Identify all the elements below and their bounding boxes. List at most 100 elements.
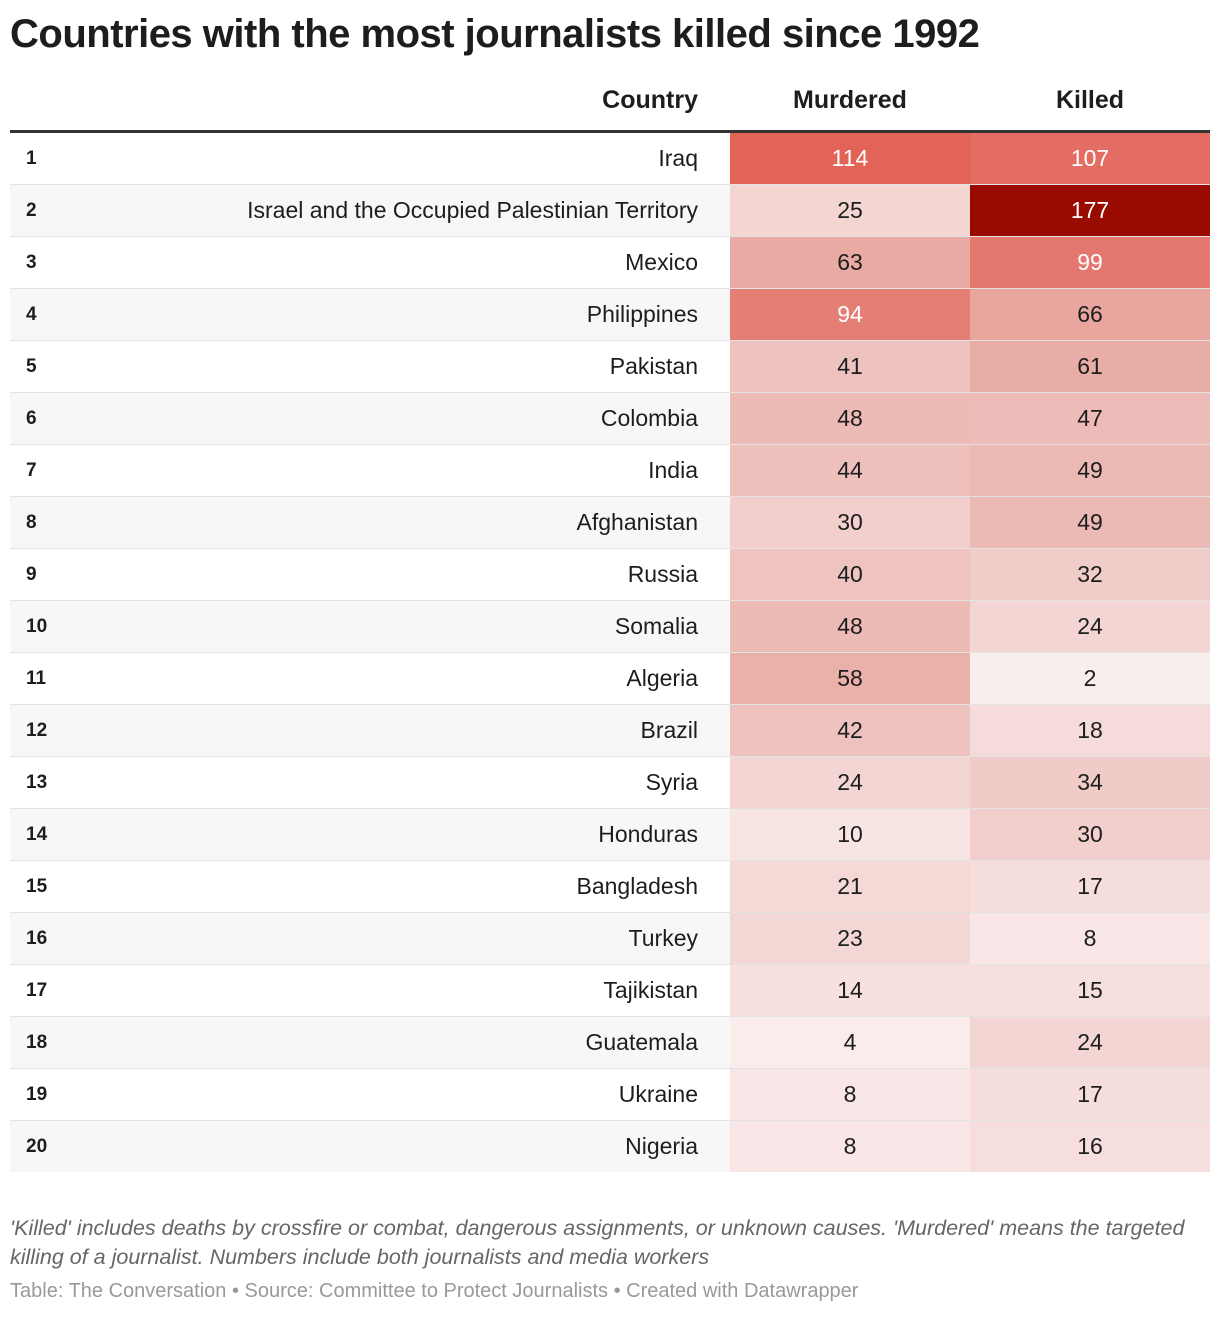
- murdered-cell: 23: [730, 912, 970, 965]
- killed-cell: 107: [970, 131, 1210, 185]
- murdered-cell: 40: [730, 548, 970, 601]
- killed-cell: 66: [970, 288, 1210, 341]
- murdered-cell: 4: [730, 1016, 970, 1069]
- murdered-cell: 8: [730, 1068, 970, 1121]
- row-country: Guatemala: [130, 1016, 730, 1069]
- row-country: Ukraine: [130, 1068, 730, 1121]
- table-row: 18 Guatemala 4 24: [10, 1016, 1210, 1069]
- murdered-cell: 94: [730, 288, 970, 341]
- row-country: Algeria: [130, 652, 730, 705]
- row-rank: 13: [10, 756, 130, 809]
- row-rank: 3: [10, 236, 130, 289]
- murdered-cell: 10: [730, 808, 970, 861]
- row-rank: 12: [10, 704, 130, 757]
- header-country[interactable]: Country: [130, 70, 730, 133]
- row-rank: 18: [10, 1016, 130, 1069]
- row-rank: 9: [10, 548, 130, 601]
- table-row: 15 Bangladesh 21 17: [10, 860, 1210, 913]
- murdered-cell: 42: [730, 704, 970, 757]
- row-rank: 5: [10, 340, 130, 393]
- murdered-cell: 30: [730, 496, 970, 549]
- row-rank: 4: [10, 288, 130, 341]
- notes: 'Killed' includes deaths by crossfire or…: [10, 1216, 1185, 1269]
- row-rank: 11: [10, 652, 130, 705]
- table-row: 10 Somalia 48 24: [10, 600, 1210, 653]
- murdered-cell: 63: [730, 236, 970, 289]
- table-row: 19 Ukraine 8 17: [10, 1068, 1210, 1121]
- killed-cell: 18: [970, 704, 1210, 757]
- killed-cell: 15: [970, 964, 1210, 1017]
- table-row: 14 Honduras 10 30: [10, 808, 1210, 861]
- table-row: 20 Nigeria 8 16: [10, 1120, 1210, 1172]
- killed-cell: 32: [970, 548, 1210, 601]
- murdered-cell: 21: [730, 860, 970, 913]
- row-rank: 20: [10, 1120, 130, 1172]
- table-row: 8 Afghanistan 30 49: [10, 496, 1210, 549]
- row-country: Israel and the Occupied Palestinian Terr…: [130, 184, 730, 237]
- table-row: 16 Turkey 23 8: [10, 912, 1210, 965]
- table-row: 6 Colombia 48 47: [10, 392, 1210, 445]
- murdered-cell: 114: [730, 131, 970, 185]
- chart-title: Countries with the most journalists kill…: [10, 12, 980, 56]
- murdered-cell: 14: [730, 964, 970, 1017]
- killed-cell: 49: [970, 444, 1210, 497]
- row-rank: 14: [10, 808, 130, 861]
- row-country: Russia: [130, 548, 730, 601]
- table-row: 11 Algeria 58 2: [10, 652, 1210, 705]
- header-rank: [10, 70, 130, 133]
- table-row: 4 Philippines 94 66: [10, 288, 1210, 341]
- row-rank: 15: [10, 860, 130, 913]
- murdered-cell: 58: [730, 652, 970, 705]
- row-rank: 6: [10, 392, 130, 445]
- killed-cell: 30: [970, 808, 1210, 861]
- table-row: 17 Tajikistan 14 15: [10, 964, 1210, 1017]
- row-country: Turkey: [130, 912, 730, 965]
- header-murdered[interactable]: Murdered: [730, 70, 970, 133]
- row-country: Pakistan: [130, 340, 730, 393]
- row-country: Afghanistan: [130, 496, 730, 549]
- killed-cell: 61: [970, 340, 1210, 393]
- row-rank: 8: [10, 496, 130, 549]
- row-rank: 10: [10, 600, 130, 653]
- row-country: Syria: [130, 756, 730, 809]
- murdered-cell: 44: [730, 444, 970, 497]
- killed-cell: 24: [970, 1016, 1210, 1069]
- killed-cell: 49: [970, 496, 1210, 549]
- killed-cell: 47: [970, 392, 1210, 445]
- row-rank: 19: [10, 1068, 130, 1121]
- killed-cell: 16: [970, 1120, 1210, 1172]
- table-row: 9 Russia 40 32: [10, 548, 1210, 601]
- source-line: Table: The Conversation • Source: Commit…: [10, 1280, 859, 1302]
- row-country: Iraq: [130, 131, 730, 185]
- table-row: 12 Brazil 42 18: [10, 704, 1210, 757]
- data-table: Country Murdered Killed 1 Iraq 114 107 2 Isra…: [10, 70, 1210, 1172]
- header-killed[interactable]: Killed: [970, 70, 1210, 133]
- killed-cell: 99: [970, 236, 1210, 289]
- killed-cell: 8: [970, 912, 1210, 965]
- row-country: Honduras: [130, 808, 730, 861]
- murdered-cell: 8: [730, 1120, 970, 1172]
- row-country: Brazil: [130, 704, 730, 757]
- killed-cell: 34: [970, 756, 1210, 809]
- killed-cell: 177: [970, 184, 1210, 237]
- row-rank: 16: [10, 912, 130, 965]
- killed-cell: 17: [970, 860, 1210, 913]
- header-row: Country Murdered Killed: [10, 70, 1210, 133]
- row-country: Philippines: [130, 288, 730, 341]
- table-row: 3 Mexico 63 99: [10, 236, 1210, 289]
- row-country: India: [130, 444, 730, 497]
- killed-cell: 24: [970, 600, 1210, 653]
- row-country: Nigeria: [130, 1120, 730, 1172]
- table-row: 1 Iraq 114 107: [10, 131, 1210, 185]
- row-rank: 17: [10, 964, 130, 1017]
- murdered-cell: 48: [730, 392, 970, 445]
- killed-cell: 2: [970, 652, 1210, 705]
- row-country: Mexico: [130, 236, 730, 289]
- murdered-cell: 48: [730, 600, 970, 653]
- table-row: 5 Pakistan 41 61: [10, 340, 1210, 393]
- table-row: 13 Syria 24 34: [10, 756, 1210, 809]
- table-row: 7 India 44 49: [10, 444, 1210, 497]
- table-row: 2 Israel and the Occupied Palestinian Ter…: [10, 184, 1210, 237]
- row-country: Tajikistan: [130, 964, 730, 1017]
- row-country: Somalia: [130, 600, 730, 653]
